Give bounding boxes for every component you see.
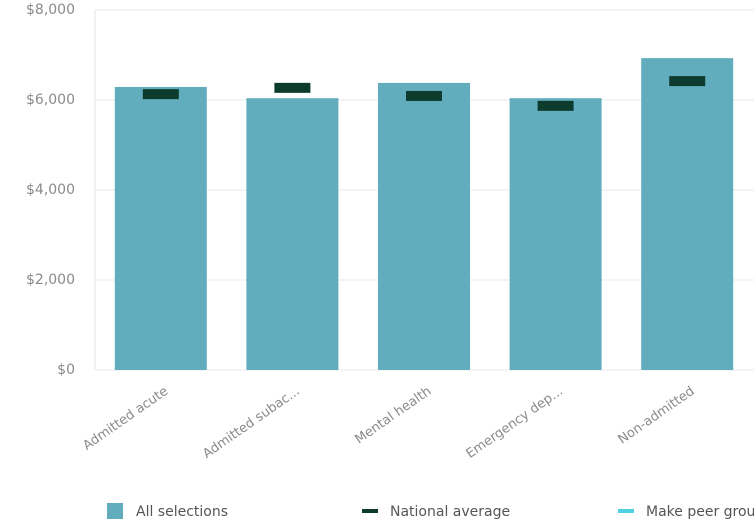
x-tick-label: Emergency dep... (464, 384, 566, 462)
bar (378, 82, 470, 371)
average-marker (142, 89, 179, 100)
legend-swatch (107, 503, 123, 519)
legend-label: Make peer group (646, 504, 754, 520)
legend-label: National average (390, 504, 510, 520)
y-tick-label: $4,000 (26, 182, 75, 198)
x-tick-label: Admitted acute (80, 384, 171, 454)
legend-label: All selections (136, 504, 228, 520)
legend-swatch (618, 509, 634, 513)
x-tick-label: Admitted subac... (200, 384, 302, 462)
average-marker (274, 82, 311, 93)
average-marker (537, 100, 574, 111)
average-marker (669, 76, 706, 87)
x-tick-label: Mental health (352, 384, 434, 448)
y-tick-label: $8,000 (26, 2, 75, 18)
y-tick-label: $2,000 (26, 272, 75, 288)
bar (509, 98, 602, 370)
legend-swatch (362, 509, 378, 513)
y-tick-label: $6,000 (26, 92, 75, 108)
x-tick-label: Non-admitted (616, 384, 698, 448)
bar (114, 86, 207, 370)
bar (641, 58, 734, 371)
average-marker (406, 90, 442, 101)
y-tick-label: $0 (57, 362, 75, 378)
bar (246, 98, 339, 370)
